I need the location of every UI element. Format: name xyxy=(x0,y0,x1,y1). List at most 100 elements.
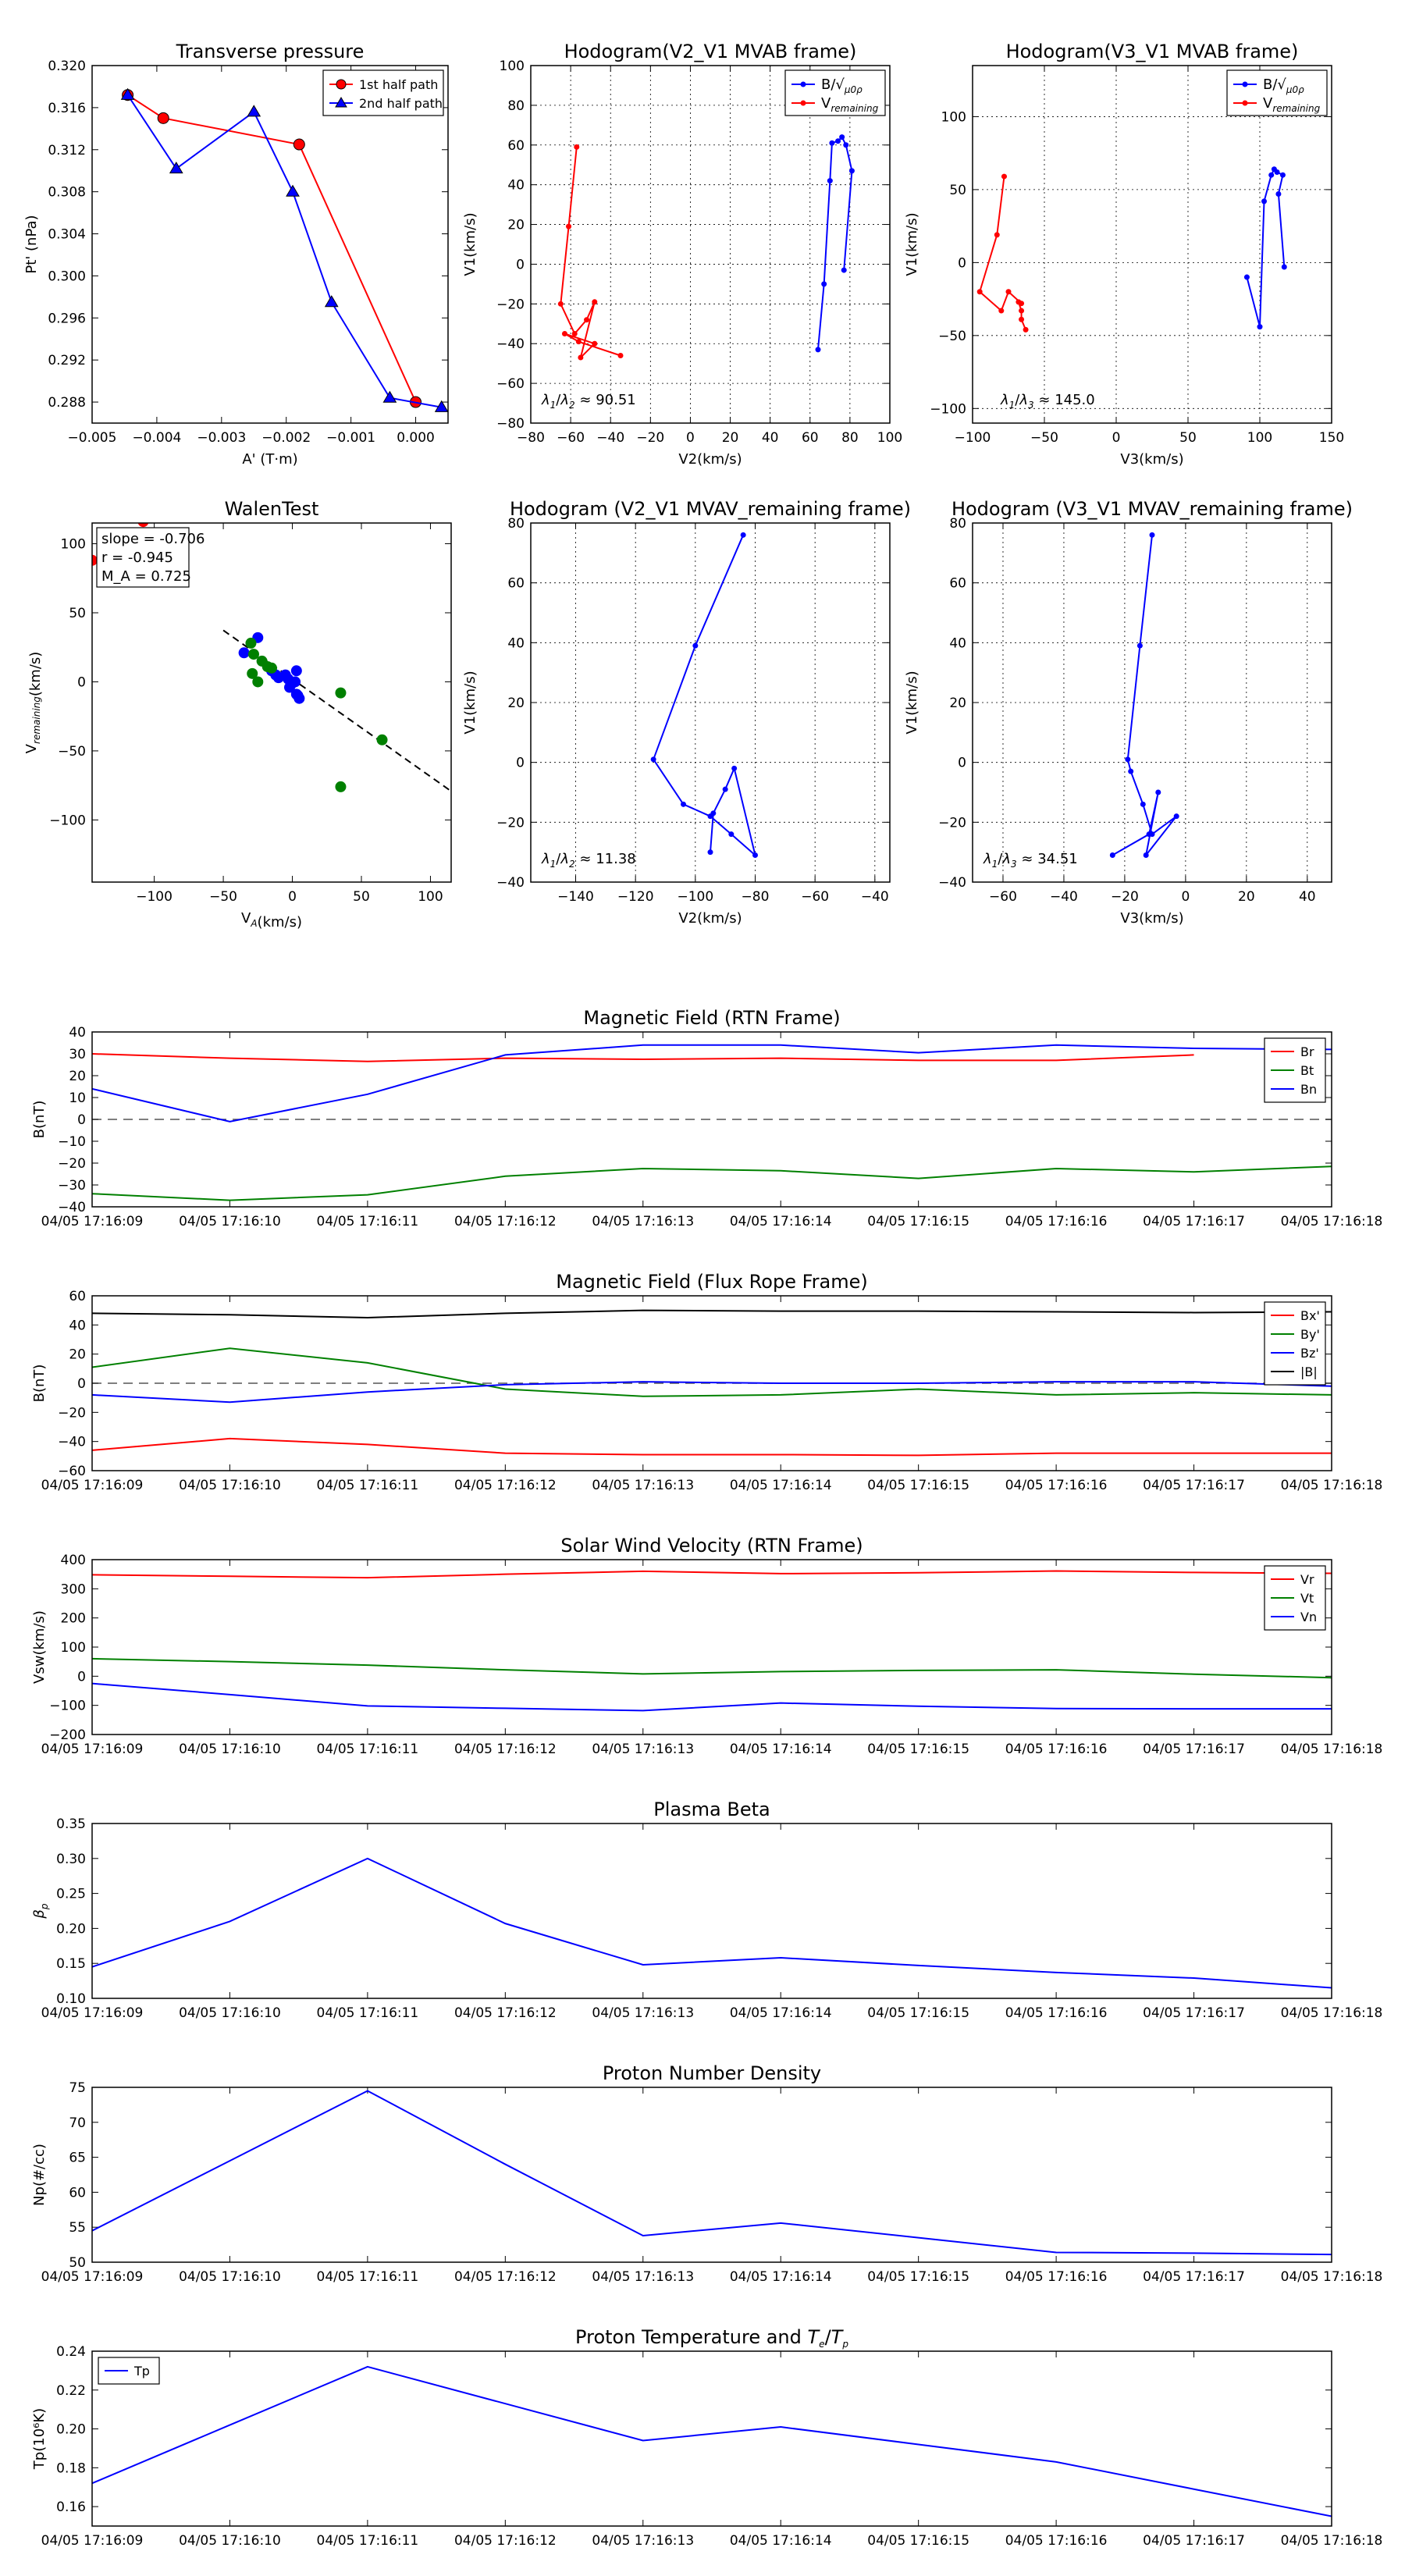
h1-point xyxy=(839,134,845,141)
walen-point xyxy=(335,781,347,792)
vsw-ytick-label: 0 xyxy=(77,1669,86,1685)
vsw-xtick-label: 04/05 17:16:13 xyxy=(592,1742,694,1757)
h4-point xyxy=(1125,756,1131,763)
bfr-ylabel: B(nT) xyxy=(31,1364,48,1403)
walen-point xyxy=(248,649,259,660)
tp-legend-marker xyxy=(335,97,347,108)
beta-xtick-label: 04/05 17:16:18 xyxy=(1281,2005,1383,2021)
h3-annotation-part: λ xyxy=(541,851,550,867)
walen-xlabel: VA(km/s) xyxy=(241,910,302,930)
h1-xtick-label: −20 xyxy=(636,430,664,446)
brtn-xtick-label: 04/05 17:16:12 xyxy=(454,1214,557,1229)
h4-point xyxy=(1140,801,1146,807)
h3-ylabel: V1(km/s) xyxy=(462,671,478,734)
h4-point xyxy=(1155,789,1161,795)
bfr-legend-label: |B| xyxy=(1300,1364,1318,1379)
h4-point xyxy=(1109,852,1115,858)
panel-h4: Hodogram (V3_V1 MVAV_remaining frame) −60… xyxy=(904,498,1353,927)
h1-ytick-label: −80 xyxy=(496,416,525,432)
vsw-legend-label: Vt xyxy=(1300,1591,1314,1606)
h1-xtick-label: 0 xyxy=(686,430,695,446)
brtn-series-bt xyxy=(92,1165,1332,1201)
h1-legend-label-part: remaining xyxy=(831,103,878,114)
tpk-xtick-label: 04/05 17:16:18 xyxy=(1281,2533,1383,2549)
panel-brtn: Magnetic Field (RTN Frame) 04/05 17:16:09… xyxy=(31,1007,1382,1229)
bfr-ytick-label: −20 xyxy=(58,1405,86,1421)
h1-ytick-label: 20 xyxy=(507,218,525,233)
bfr-ytick-label: −60 xyxy=(58,1464,86,1479)
h3-point xyxy=(692,642,699,649)
tpk-title-part: e xyxy=(819,2339,824,2350)
brtn-xtick-label: 04/05 17:16:09 xyxy=(41,1214,144,1229)
h4-xtick-label: 40 xyxy=(1299,889,1316,905)
bfr-ytick-label: 40 xyxy=(69,1318,86,1333)
vsw-plot-area xyxy=(92,1570,1332,1712)
tp-point xyxy=(286,184,300,197)
h1-point xyxy=(829,140,835,146)
h3-xtick-label: −40 xyxy=(861,889,889,905)
h1-legend-label: Vremaining xyxy=(821,95,879,114)
h3-point xyxy=(728,831,735,838)
tp-xtick-label: −0.001 xyxy=(326,430,375,446)
h1-annotation: λ1/λ2 ≈ 90.51 xyxy=(541,392,636,411)
tp-ytick-label: 0.320 xyxy=(48,59,86,74)
h4-point xyxy=(1146,831,1152,838)
h2-legend xyxy=(1226,69,1328,116)
tp-ytick-label: 0.308 xyxy=(48,185,86,201)
walen-xtick-label: −100 xyxy=(136,889,173,905)
bfr-series-by xyxy=(92,1347,1332,1397)
h1-legend-marker xyxy=(800,100,806,106)
np-xtick-label: 04/05 17:16:18 xyxy=(1281,2269,1383,2285)
walen-stat: r = -0.945 xyxy=(101,550,173,566)
h2-point xyxy=(1243,274,1250,280)
brtn-xtick-label: 04/05 17:16:14 xyxy=(730,1214,832,1229)
h1-series-line-0 xyxy=(817,135,853,350)
brtn-ytick-label: 20 xyxy=(69,1069,86,1084)
walen-point xyxy=(252,676,264,688)
h2-annotation-part: / xyxy=(1015,392,1020,408)
h3-annotation-part: λ xyxy=(560,851,569,867)
walen-xlabel-part: (km/s) xyxy=(258,914,302,930)
vsw-ytick-label: 200 xyxy=(61,1611,86,1627)
tpk-series-tp xyxy=(92,2365,1332,2517)
walen-plot-area xyxy=(92,523,451,792)
tp-ytick-label: 0.300 xyxy=(48,269,86,284)
h1-ytick-label: 60 xyxy=(507,138,525,154)
walen-xlabel-part: A xyxy=(250,918,257,929)
bfr-xtick-label: 04/05 17:16:16 xyxy=(1005,1478,1108,1493)
walen-point xyxy=(290,665,302,677)
walen-xlabel-part: V xyxy=(241,910,251,927)
h4-annotation: λ1/λ3 ≈ 34.51 xyxy=(983,851,1078,870)
h4-point xyxy=(1128,768,1134,774)
vsw-xtick-label: 04/05 17:16:11 xyxy=(317,1742,419,1757)
h2-point xyxy=(1257,324,1263,330)
panel-bfr: Magnetic Field (Flux Rope Frame) 04/05 17… xyxy=(31,1271,1382,1493)
h4-ylabel: V1(km/s) xyxy=(904,671,920,734)
tp-point xyxy=(382,390,397,403)
brtn-xtick-label: 04/05 17:16:11 xyxy=(317,1214,419,1229)
vsw-xtick-label: 04/05 17:16:09 xyxy=(41,1742,144,1757)
walen-frame xyxy=(91,522,452,883)
h4-annotation-part: 3 xyxy=(1011,859,1017,870)
tp-xtick-label: −0.005 xyxy=(68,430,117,446)
tp-series-line-0 xyxy=(127,94,417,403)
h4-frame xyxy=(972,522,1332,883)
h3-xtick-label: −140 xyxy=(557,889,594,905)
h1-point xyxy=(841,267,847,273)
np-ytick-label: 55 xyxy=(69,2220,86,2236)
tp-point xyxy=(120,87,135,100)
h2-xtick-label: −100 xyxy=(955,430,991,446)
np-plot-area xyxy=(92,2090,1332,2256)
h1-point xyxy=(592,340,598,347)
beta-xtick-label: 04/05 17:16:12 xyxy=(454,2005,557,2021)
h4-ytick-label: −20 xyxy=(938,815,966,831)
beta-plot-area xyxy=(92,1857,1332,1989)
beta-xtick-label: 04/05 17:16:14 xyxy=(730,2005,832,2021)
h2-point xyxy=(1261,198,1268,205)
walen-ylabel-part: V xyxy=(23,743,40,753)
vsw-ytick-label: 300 xyxy=(61,1582,86,1597)
vsw-xtick-label: 04/05 17:16:10 xyxy=(179,1742,281,1757)
h1-ytick-label: −60 xyxy=(496,376,525,392)
h1-legend-label-part: V xyxy=(821,95,831,112)
tp-point xyxy=(169,162,183,174)
